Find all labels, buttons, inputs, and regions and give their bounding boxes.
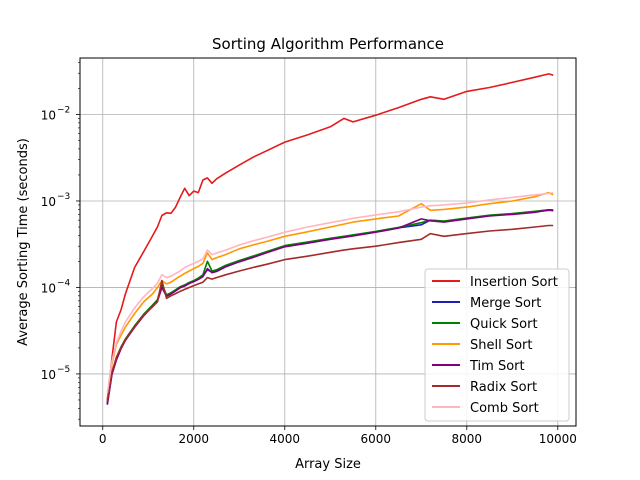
y-axis-ticks: 10−510−410−310−2 [41, 62, 80, 420]
series-line-radix-sort [106, 224, 554, 402]
series-line-insertion-sort [106, 73, 554, 401]
legend-label: Shell Sort [470, 338, 533, 353]
x-tick-label: 0 [99, 432, 107, 446]
legend-label: Comb Sort [470, 401, 539, 416]
legend-label: Quick Sort [470, 317, 538, 332]
y-tick-label: 10 [41, 108, 56, 122]
y-tick-exponent: −4 [57, 278, 71, 288]
x-tick-label: 2000 [178, 432, 209, 446]
series-lines [106, 73, 554, 405]
chart-title: Sorting Algorithm Performance [212, 35, 444, 53]
y-tick-label: 10 [41, 281, 56, 295]
x-axis-label: Array Size [295, 457, 361, 472]
y-axis-label: Average Sorting Time (seconds) [16, 138, 31, 346]
y-tick-exponent: −2 [57, 105, 70, 115]
y-tick-exponent: −3 [57, 192, 70, 202]
y-tick-exponent: −5 [57, 365, 70, 375]
x-tick-label: 10000 [539, 432, 577, 446]
legend: Insertion Sort Merge Sort Quick Sort Shell … [424, 268, 570, 422]
series-line-comb-sort [106, 191, 554, 394]
x-axis-ticks: 0 2000 4000 6000 8000 10000 [99, 426, 577, 446]
y-tick-label: 10 [41, 195, 56, 209]
legend-label: Tim Sort [469, 359, 525, 374]
legend-label: Radix Sort [470, 380, 537, 395]
legend-label: Merge Sort [470, 296, 541, 311]
x-tick-label: 6000 [361, 432, 392, 446]
y-tick-label: 10 [41, 368, 56, 382]
plot-frame [79, 57, 577, 427]
x-tick-label: 4000 [269, 432, 300, 446]
legend-label: Insertion Sort [470, 275, 558, 290]
series-line-shell-sort [106, 191, 554, 401]
legend-box [424, 268, 570, 422]
x-tick-label: 8000 [452, 432, 483, 446]
